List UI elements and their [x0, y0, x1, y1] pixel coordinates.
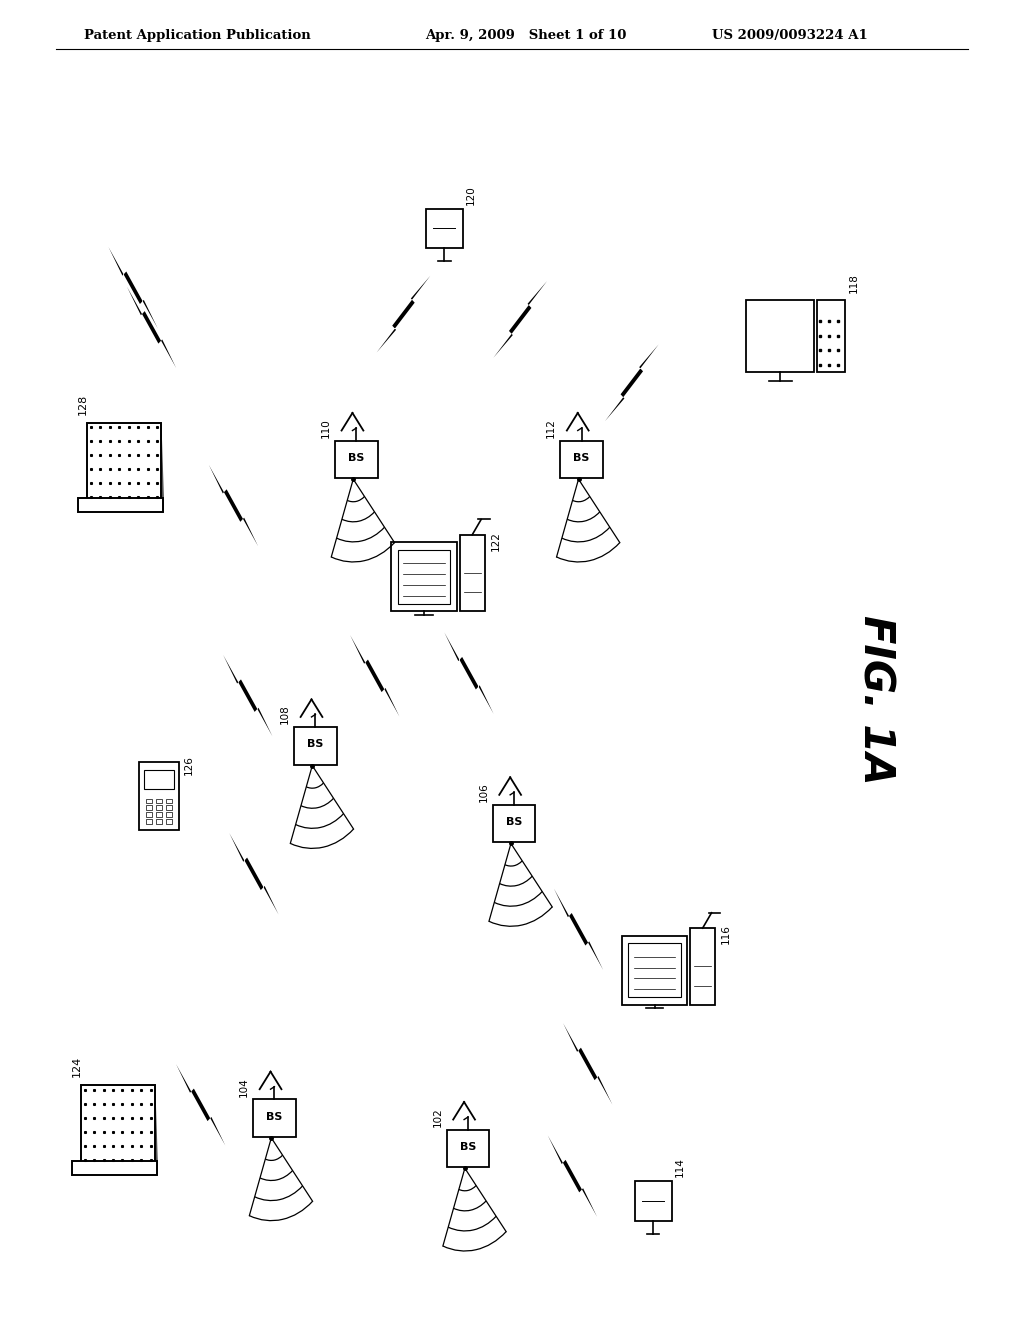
Polygon shape — [229, 833, 279, 915]
Bar — [81, 1085, 155, 1164]
Bar — [156, 799, 162, 804]
Polygon shape — [605, 345, 658, 421]
Polygon shape — [377, 276, 430, 352]
Text: FIG. 1A: FIG. 1A — [854, 615, 897, 784]
Text: 112: 112 — [546, 418, 556, 438]
Polygon shape — [155, 1085, 157, 1175]
Bar — [817, 300, 845, 372]
Text: US 2009/0093224 A1: US 2009/0093224 A1 — [712, 29, 867, 42]
Polygon shape — [444, 632, 494, 714]
Text: 116: 116 — [721, 924, 731, 944]
Bar — [253, 1100, 296, 1137]
Bar — [446, 1130, 489, 1167]
Text: 120: 120 — [466, 185, 476, 205]
Polygon shape — [109, 247, 158, 329]
Bar — [143, 770, 174, 789]
Bar — [426, 209, 463, 248]
Bar — [635, 1181, 672, 1221]
Bar — [294, 727, 337, 764]
Polygon shape — [554, 888, 603, 970]
Bar — [166, 805, 172, 810]
Polygon shape — [494, 281, 547, 358]
Text: Patent Application Publication: Patent Application Publication — [84, 29, 310, 42]
Text: 110: 110 — [321, 418, 331, 438]
Text: BS: BS — [573, 453, 590, 463]
Polygon shape — [350, 635, 399, 717]
Text: 102: 102 — [432, 1107, 442, 1127]
Bar — [156, 812, 162, 817]
Bar — [629, 944, 681, 997]
Text: BS: BS — [348, 453, 365, 463]
Bar — [156, 820, 162, 824]
Bar — [145, 805, 152, 810]
Text: BS: BS — [307, 739, 324, 750]
Text: 104: 104 — [239, 1077, 249, 1097]
Bar — [87, 422, 161, 502]
Bar — [73, 1160, 157, 1175]
Text: BS: BS — [266, 1111, 283, 1122]
Bar — [145, 812, 152, 817]
Bar — [493, 805, 536, 842]
Bar — [560, 441, 603, 478]
Bar — [391, 543, 457, 611]
Polygon shape — [127, 286, 176, 368]
Text: 122: 122 — [490, 531, 501, 550]
Text: 126: 126 — [184, 755, 194, 775]
Bar — [139, 762, 179, 830]
Polygon shape — [209, 465, 258, 546]
Text: Apr. 9, 2009   Sheet 1 of 10: Apr. 9, 2009 Sheet 1 of 10 — [425, 29, 627, 42]
Text: BS: BS — [460, 1142, 476, 1152]
Text: 124: 124 — [72, 1056, 82, 1077]
Bar — [145, 820, 152, 824]
Text: 128: 128 — [78, 393, 88, 414]
Bar — [690, 928, 715, 1005]
Bar — [622, 936, 687, 1005]
Polygon shape — [161, 422, 163, 512]
Polygon shape — [563, 1023, 612, 1105]
Text: BS: BS — [506, 817, 522, 828]
Polygon shape — [548, 1135, 597, 1217]
Bar — [398, 550, 451, 603]
Bar — [79, 498, 163, 512]
Bar — [145, 799, 152, 804]
Text: 108: 108 — [280, 705, 290, 725]
Text: 118: 118 — [849, 273, 859, 293]
Bar — [746, 300, 814, 372]
Bar — [156, 805, 162, 810]
Bar — [335, 441, 378, 478]
Text: 114: 114 — [675, 1158, 685, 1177]
Bar — [166, 812, 172, 817]
Polygon shape — [223, 655, 272, 737]
Bar — [166, 799, 172, 804]
Text: 106: 106 — [478, 783, 488, 803]
Bar — [166, 820, 172, 824]
Polygon shape — [176, 1064, 225, 1146]
Bar — [460, 535, 484, 611]
